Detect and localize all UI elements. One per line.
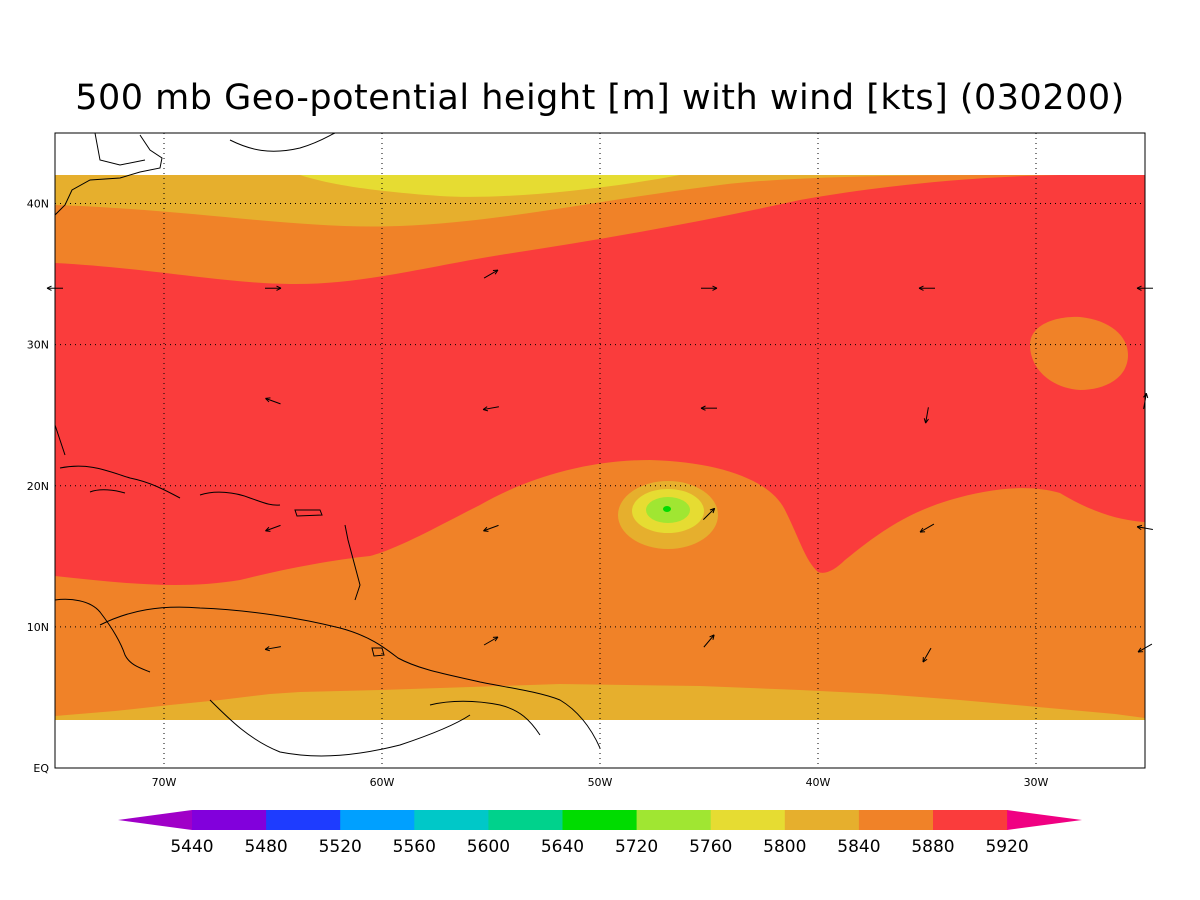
wind-vector: [264, 646, 281, 652]
coastline-jamaica: [89, 489, 126, 494]
wind-vector: [483, 269, 499, 279]
graticule: [55, 133, 1145, 768]
lon-label: 50W: [588, 776, 613, 789]
colorbar-swatch: [562, 810, 638, 830]
colorbar-swatch: [784, 810, 860, 830]
coastline-south-america-north: [99, 606, 601, 749]
colorbar-swatch: [266, 810, 341, 830]
wind-vector: [918, 285, 935, 291]
colorbar-swatch: [340, 810, 415, 830]
coastline-lesser-antilles: [344, 524, 361, 601]
lon-label: 70W: [152, 776, 177, 789]
wind-vector: [265, 524, 281, 532]
lat-label: 40N: [27, 198, 49, 211]
height-contours: [55, 175, 1145, 720]
colorbar-swatch: [488, 810, 563, 830]
colorbar-label: 5800: [763, 837, 806, 857]
colorbar-swatch: [710, 810, 786, 830]
colorbar-label: 5760: [689, 837, 732, 857]
colorbar-label: 5520: [319, 837, 362, 857]
colorbar-swatch: [933, 810, 1008, 830]
colorbar-extend-low: [118, 810, 192, 830]
wind-vector: [919, 523, 935, 533]
wind-vector: [483, 636, 499, 646]
colorbar-label: 5480: [244, 837, 287, 857]
coastlines: [55, 133, 601, 757]
coastline-trinidad: [371, 647, 385, 657]
plot-frame: [54, 132, 1146, 769]
coastline-hispaniola: [199, 491, 281, 506]
colorbar-swatch: [858, 810, 934, 830]
colorbar-label: 5720: [615, 837, 658, 857]
contour-5920: [55, 175, 1145, 585]
wind-vector: [265, 397, 281, 405]
colorbar-label: 5920: [985, 837, 1028, 857]
coastline-orinoco: [209, 699, 471, 757]
lon-label: 40W: [806, 776, 831, 789]
coastline-florida: [55, 424, 66, 456]
colorbar-label: 5840: [837, 837, 880, 857]
lat-label: 10N: [27, 621, 49, 634]
wind-vector: [703, 634, 715, 648]
colorbar-extend-high: [1007, 810, 1082, 830]
wind-vectors: [46, 269, 1153, 663]
coastline-cuba: [59, 465, 181, 499]
lon-label: 60W: [370, 776, 395, 789]
contour-5880-high: [1030, 316, 1128, 390]
lat-label: EQ: [33, 762, 49, 775]
lat-label: 30N: [27, 339, 49, 352]
coastline-puerto-rico: [294, 509, 323, 517]
coastline-northeast-us: [55, 134, 163, 216]
coastline-canada: [94, 133, 146, 166]
wind-vector: [482, 406, 499, 412]
latitude-labels: EQ 10N 20N 30N 40N: [27, 198, 50, 775]
contour-5800: [300, 175, 680, 197]
colorbar: 5440 5480 5520 5560 5600 5640 5720 5760 5800 5840…: [118, 810, 1082, 857]
chart-title: 500 mb Geo-potential height [m] with win…: [75, 78, 1125, 118]
coastline-suriname: [429, 700, 541, 736]
wind-vector: [922, 647, 932, 663]
coastline-nova-scotia: [229, 133, 336, 152]
contour-5720-low: [663, 506, 671, 512]
longitude-labels: 70W 60W 50W 40W 30W: [152, 776, 1049, 789]
wind-vector: [265, 285, 282, 291]
wind-vector: [702, 507, 716, 521]
colorbar-label: 5880: [911, 837, 954, 857]
lon-label: 30W: [1024, 776, 1049, 789]
colorbar-swatch: [192, 810, 267, 830]
colorbar-label: 5560: [393, 837, 436, 857]
colorbar-swatch: [414, 810, 489, 830]
colorbar-label: 5640: [541, 837, 584, 857]
colorbar-label: 5440: [170, 837, 213, 857]
wind-vector: [483, 524, 499, 532]
colorbar-swatch: [636, 810, 712, 830]
wind-vector: [923, 407, 929, 424]
coastline-central-america: [55, 598, 151, 673]
wind-vector: [700, 405, 717, 411]
wind-vector: [701, 285, 718, 291]
colorbar-label: 5600: [467, 837, 510, 857]
lat-label: 20N: [27, 480, 49, 493]
